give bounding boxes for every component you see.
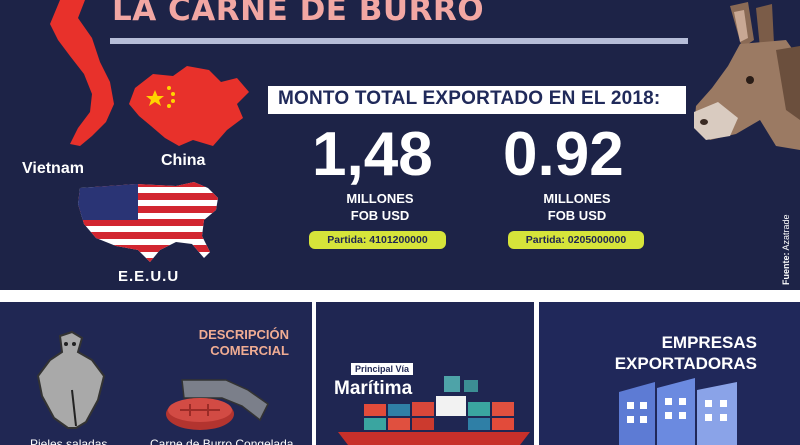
export-unit-1-line2: FOB USD: [350, 208, 410, 223]
country-label-usa: E.E.U.U: [118, 268, 180, 285]
column-divider-2: [534, 302, 539, 445]
product-label-meat: Carne de Burro Congelada: [150, 437, 294, 445]
export-heading-box: [268, 86, 686, 114]
usa-flag-map: [78, 182, 218, 262]
country-label-vietnam: Vietnam: [22, 160, 84, 177]
source-name: Azatrade: [781, 214, 791, 251]
shipping-mode: Marítima: [334, 378, 413, 399]
title-underline: [110, 38, 688, 44]
description-heading: DESCRIPCIÓN COMERCIAL: [185, 327, 289, 359]
main-route-badge: Principal Vía: [351, 363, 414, 375]
source-label: Fuente:: [781, 252, 791, 286]
product-label-hides: Pieles saladas: [30, 437, 108, 445]
partida-badge-1: Partida: 4101200000: [309, 231, 446, 249]
source-note: Fuente: Azatrade: [781, 214, 791, 285]
shipping-panel: Principal Vía Marítima: [316, 302, 534, 445]
country-label-china: China: [161, 152, 206, 169]
cargo-ship-illustration: [338, 376, 530, 445]
vietnam-map: [50, 0, 114, 146]
export-heading: MONTO TOTAL EXPORTADO EN EL 2018:: [278, 88, 661, 109]
export-unit-2-line1: MILLONES: [543, 191, 611, 206]
commercial-description-panel: DESCRIPCIÓN COMERCIAL Pieles saladas Car…: [0, 302, 312, 445]
donkey-illustration: [694, 2, 800, 150]
export-unit-2: MILLONES FOB USD: [517, 190, 637, 224]
buildings-icon: [619, 378, 737, 445]
export-value-1: 1,48: [312, 120, 433, 189]
top-panel: LA CARNE DE BURRO Vietnam China E.E.U.U …: [22, 0, 800, 285]
description-heading-line1: DESCRIPCIÓN: [198, 327, 289, 342]
china-map: [129, 66, 249, 146]
companies-panel: EMPRESAS EXPORTADORAS: [539, 302, 800, 445]
companies-heading: EMPRESAS EXPORTADORAS: [587, 332, 757, 374]
section-divider: [0, 290, 800, 302]
hide-icon: [36, 330, 106, 429]
partida-badge-2: Partida: 0205000000: [508, 231, 644, 249]
meat-icon: [166, 379, 269, 430]
page-title: LA CARNE DE BURRO: [112, 0, 485, 28]
export-unit-1: MILLONES FOB USD: [320, 190, 440, 224]
column-divider-1: [312, 302, 316, 445]
companies-heading-line1: EMPRESAS: [661, 333, 757, 352]
description-heading-line2: COMERCIAL: [210, 343, 289, 358]
export-value-2: 0.92: [503, 120, 624, 189]
companies-heading-line2: EXPORTADORAS: [614, 354, 757, 373]
export-unit-1-line1: MILLONES: [346, 191, 414, 206]
export-unit-2-line2: FOB USD: [547, 208, 607, 223]
